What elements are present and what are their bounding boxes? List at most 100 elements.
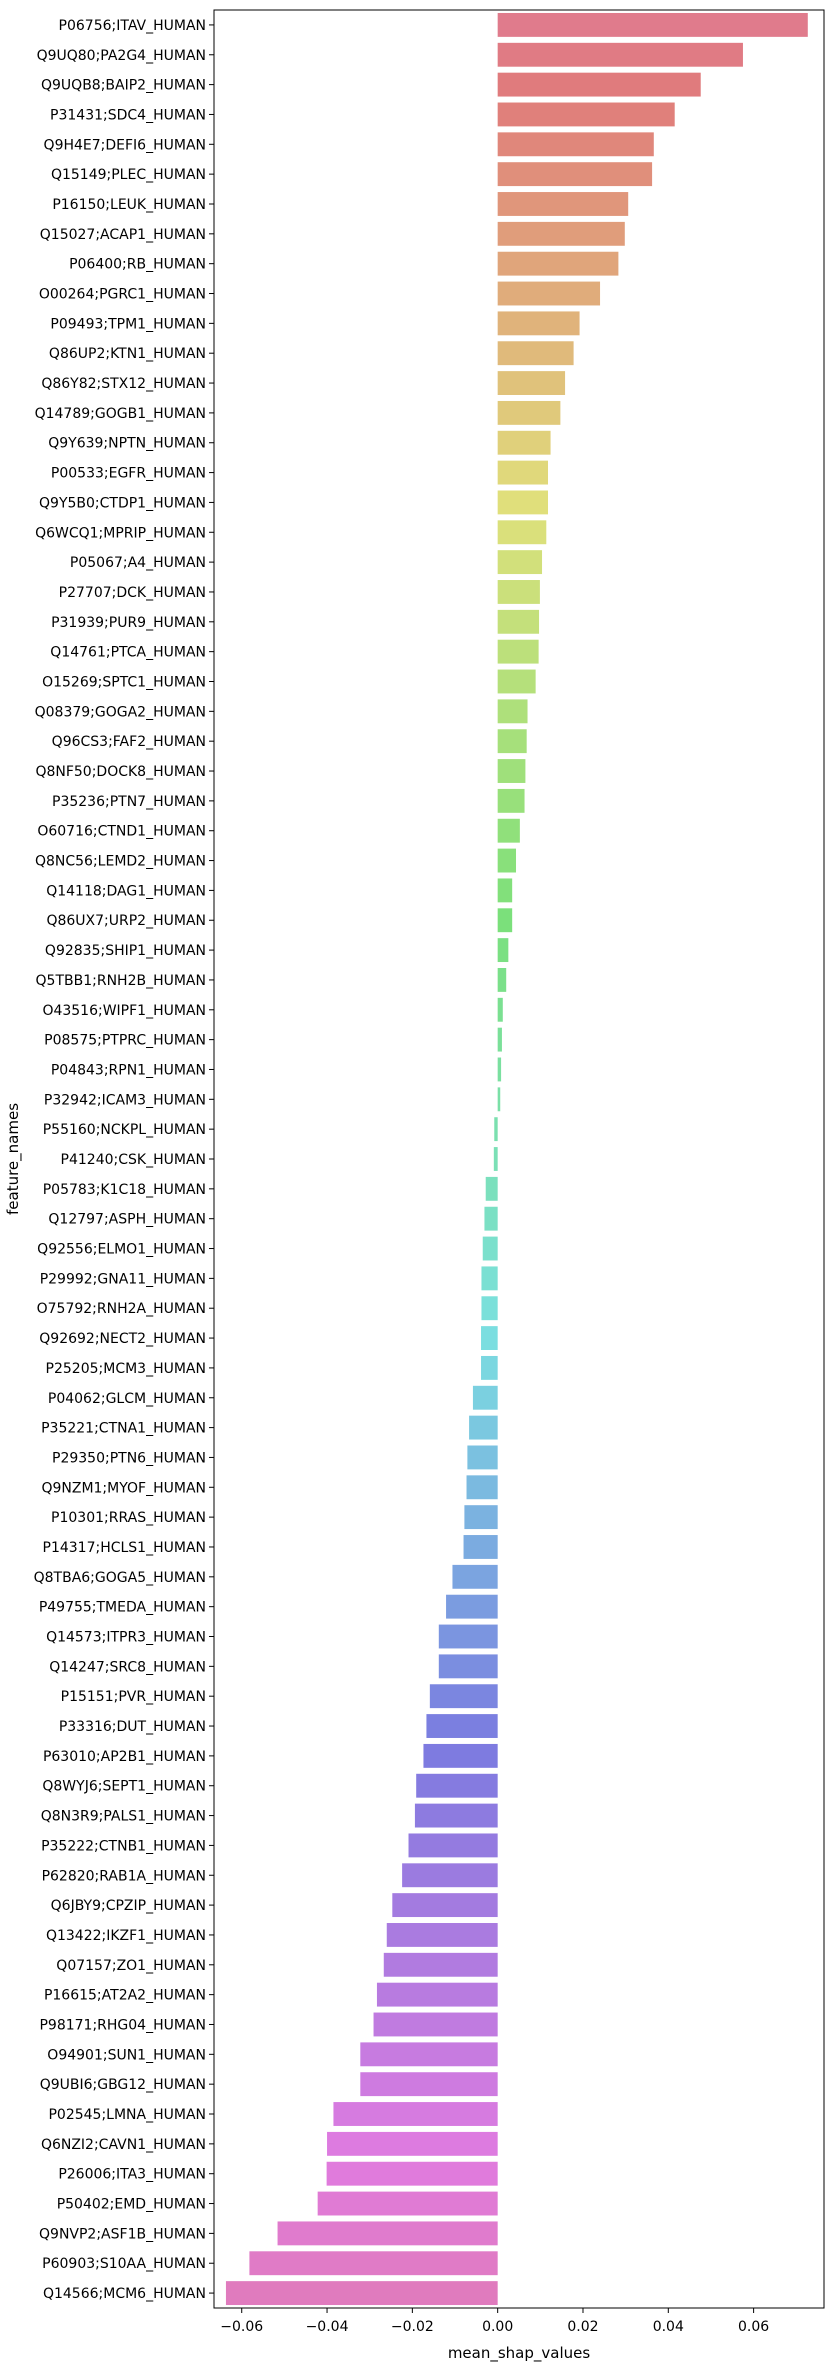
bar-q86y82-stx12-human [497,371,566,395]
y-tick-label: P63010;AP2B1_HUMAN [43,1749,206,1765]
bar-q8tba6-goga5-human [452,1564,498,1589]
x-tick-group: −0.06 −0.04 −0.02 0.00 0.02 0.04 0.06 [220,2308,769,2335]
bar-q9uq80-pa2g4-human [497,42,743,67]
bar-p05783-k1c18-human [485,1176,498,1201]
y-tick-label: P16615;AT2A2_HUMAN [44,1988,206,2004]
bar-q14573-itpr3-human [438,1624,498,1649]
bar-o00264-pgrc1-human [497,281,601,306]
y-tick-label: P00533;EGFR_HUMAN [51,466,206,482]
bar-p14317-hcls1-human [463,1535,498,1559]
bar-q9nvp2-asf1b-human [277,2221,498,2246]
y-tick-group: P06756;ITAV_HUMAN Q9UQ80;PA2G4_HUMAN Q9UQB… [34,18,214,2302]
bars-group [225,12,808,2306]
y-tick-label: Q96CS3;FAF2_HUMAN [52,734,206,750]
y-tick-label: Q92556;ELMO1_HUMAN [37,1242,206,1258]
bar-q92835-ship1-human [497,938,509,963]
bar-q5tbb1-rnh2b-human [497,967,507,992]
y-tick-label: P62820;RAB1A_HUMAN [42,1868,206,1884]
y-tick-label: Q9UQB8;BAIP2_HUMAN [41,78,206,94]
y-tick-label: Q6NZI2;CAVN1_HUMAN [41,2137,206,2153]
bar-o94901-sun1-human [360,2042,498,2067]
bar-q15149-plec-human [497,162,653,187]
x-tick-label: 0.06 [738,2319,769,2335]
y-tick-label: O15269;SPTC1_HUMAN [42,674,206,690]
y-tick-label: P02545;LMNA_HUMAN [48,2107,206,2123]
bar-q92692-nect2-human [481,1326,498,1351]
bar-q13422-ikzf1-human [386,1923,498,1947]
y-tick-label: Q86UP2;KTN1_HUMAN [49,346,206,362]
y-tick-label: P06400;RB_HUMAN [69,257,206,273]
y-tick-label: P15151;PVR_HUMAN [61,1689,206,1705]
y-tick-label: P04843;RPN1_HUMAN [51,1062,206,1078]
y-tick-label: P16150;LEUK_HUMAN [52,197,206,213]
bar-o43516-wipf1-human [497,997,503,1022]
bar-q12797-asph-human [484,1206,498,1231]
bar-p08575-ptprc-human [497,1027,502,1052]
y-tick-label: P49755;TMEDA_HUMAN [39,1600,206,1616]
y-tick-label: P41240;CSK_HUMAN [61,1152,206,1168]
y-tick-label: Q14566;MCM6_HUMAN [43,2286,206,2302]
y-tick-label: O43516;WIPF1_HUMAN [42,1003,206,1019]
bar-p60903-s10aa-human [249,2251,498,2276]
y-tick-label: P09493;TPM1_HUMAN [50,316,206,332]
bar-q15027-acap1-human [497,221,625,246]
bar-p27707-dck-human [497,580,540,604]
y-tick-label: P14317;HCLS1_HUMAN [43,1540,207,1556]
bar-q6wcq1-mprip-human [497,520,547,545]
y-tick-label: Q86UX7;URP2_HUMAN [46,913,206,929]
y-tick-label: Q13422;IKZF1_HUMAN [46,1928,206,1944]
x-tick-label: −0.04 [306,2319,349,2335]
y-tick-label: P32942;ICAM3_HUMAN [44,1092,206,1108]
bar-p15151-pvr-human [429,1684,498,1709]
y-tick-label: P98171;RHG04_HUMAN [39,2017,206,2033]
bar-o75792-rnh2a-human [481,1296,498,1321]
y-tick-label: Q5TBB1;RNH2B_HUMAN [36,973,206,989]
y-tick-label: Q14789;GOGB1_HUMAN [35,406,206,422]
bar-q8nc56-lemd2-human [497,848,517,873]
y-tick-label: P05067;A4_HUMAN [70,555,206,571]
bar-p16615-at2a2-human [376,1982,498,2007]
bar-q86ux7-urp2-human [497,908,513,933]
bar-q8nf50-dock8-human [497,759,526,783]
y-tick-label: Q6JBY9;CPZIP_HUMAN [51,1898,206,1914]
bar-q14761-ptca-human [497,639,539,664]
bar-p35222-ctnb1-human [408,1833,498,1858]
bar-p02545-lmna-human [333,2102,498,2126]
bar-p04062-glcm-human [472,1385,498,1410]
bar-q9h4e7-defi6-human [497,132,654,157]
y-tick-label: Q07157;ZO1_HUMAN [56,1958,206,1974]
y-tick-label: P35221;CTNA1_HUMAN [41,1421,206,1437]
y-tick-label: Q9UBI6;GBG12_HUMAN [40,2077,206,2093]
y-tick-label: Q86Y82;STX12_HUMAN [41,376,206,392]
x-tick-label: 0.00 [482,2319,513,2335]
bar-p49755-tmeda-human [446,1594,498,1619]
y-tick-label: Q9NZM1;MYOF_HUMAN [41,1480,206,1496]
bar-q6nzi2-cavn1-human [327,2131,498,2156]
y-tick-label: P55160;NCKPL_HUMAN [43,1122,206,1138]
bar-p31431-sdc4-human [497,102,675,127]
bar-p32942-icam3-human [497,1087,501,1112]
bar-q14247-src8-human [438,1654,498,1679]
y-tick-label: P35222;CTNB1_HUMAN [41,1838,206,1854]
y-tick-label: P06756;ITAV_HUMAN [59,18,206,34]
bar-p00533-egfr-human [497,460,549,485]
y-tick-label: Q6WCQ1;MPRIP_HUMAN [35,525,206,541]
bar-p29992-gna11-human [481,1266,498,1291]
bar-q92556-elmo1-human [482,1236,498,1261]
x-axis-label: mean_shap_values [448,2344,591,2363]
y-tick-label: Q14247;SRC8_HUMAN [49,1659,206,1675]
y-tick-label: O00264;PGRC1_HUMAN [39,287,206,303]
y-tick-label: Q9NVP2;ASF1B_HUMAN [39,2226,206,2242]
bar-q9y639-nptn-human [497,430,551,455]
bar-p35221-ctna1-human [469,1415,498,1440]
y-tick-label: O60716;CTND1_HUMAN [37,824,206,840]
bar-q07157-zo1-human [383,1952,498,1977]
y-tick-label: Q08379;GOGA2_HUMAN [35,704,206,720]
x-tick-label: −0.02 [391,2319,434,2335]
bar-p63010-ap2b1-human [423,1743,498,1768]
bar-p31939-pur9-human [497,609,540,634]
bar-q8n3r9-pals1-human [414,1803,498,1828]
bar-p41240-csk-human [493,1147,498,1171]
y-tick-label: Q9Y639;NPTN_HUMAN [48,436,206,452]
